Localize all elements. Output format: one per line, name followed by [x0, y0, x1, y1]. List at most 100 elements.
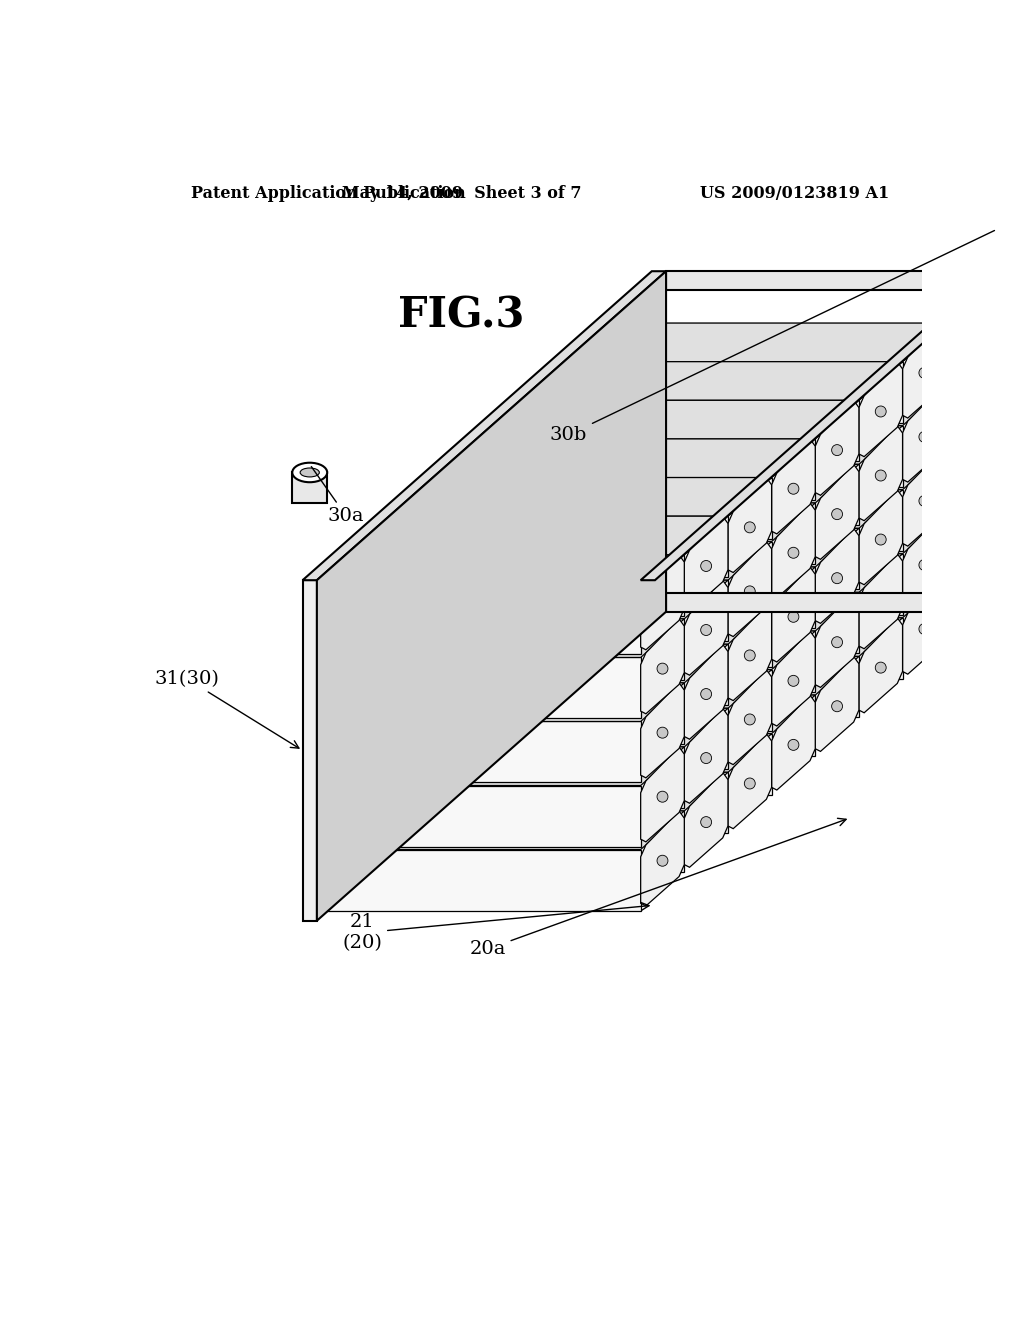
Polygon shape — [859, 618, 902, 713]
Polygon shape — [990, 271, 1005, 611]
Polygon shape — [536, 618, 902, 656]
Polygon shape — [360, 682, 684, 744]
Polygon shape — [303, 271, 666, 581]
Polygon shape — [360, 619, 684, 680]
Polygon shape — [404, 669, 772, 709]
Polygon shape — [579, 579, 946, 618]
Polygon shape — [684, 644, 728, 739]
Ellipse shape — [788, 548, 799, 558]
Polygon shape — [579, 323, 946, 362]
Polygon shape — [360, 810, 684, 873]
Polygon shape — [772, 696, 815, 791]
Polygon shape — [772, 503, 815, 598]
Ellipse shape — [657, 727, 668, 738]
Polygon shape — [579, 515, 946, 554]
Polygon shape — [404, 478, 772, 516]
Polygon shape — [404, 644, 728, 705]
Polygon shape — [492, 528, 859, 568]
Polygon shape — [447, 478, 772, 539]
Ellipse shape — [831, 636, 843, 648]
Ellipse shape — [876, 598, 886, 609]
Polygon shape — [360, 644, 728, 682]
Polygon shape — [492, 465, 859, 503]
Polygon shape — [404, 606, 772, 644]
Polygon shape — [641, 619, 684, 714]
Polygon shape — [536, 426, 902, 465]
Polygon shape — [641, 810, 684, 906]
Polygon shape — [360, 772, 728, 810]
Ellipse shape — [963, 521, 974, 532]
Polygon shape — [316, 722, 641, 783]
Polygon shape — [492, 440, 815, 500]
Polygon shape — [902, 579, 946, 675]
Polygon shape — [360, 554, 684, 615]
Text: US 2009/0123819 A1: US 2009/0123819 A1 — [700, 185, 889, 202]
Polygon shape — [815, 593, 859, 688]
Ellipse shape — [744, 586, 756, 597]
Polygon shape — [316, 657, 641, 718]
Ellipse shape — [963, 329, 974, 339]
Polygon shape — [990, 260, 1019, 271]
Polygon shape — [492, 400, 859, 440]
Ellipse shape — [788, 483, 799, 494]
Ellipse shape — [657, 599, 668, 610]
Text: 30a: 30a — [311, 466, 365, 525]
Polygon shape — [946, 477, 990, 572]
Text: 30b: 30b — [550, 231, 994, 444]
Ellipse shape — [788, 676, 799, 686]
Polygon shape — [404, 709, 728, 770]
Polygon shape — [360, 747, 684, 808]
Polygon shape — [447, 696, 815, 734]
Ellipse shape — [700, 817, 712, 828]
Polygon shape — [316, 810, 684, 850]
Ellipse shape — [963, 393, 974, 404]
Polygon shape — [316, 271, 666, 921]
Text: FIG.3: FIG.3 — [398, 294, 524, 337]
Ellipse shape — [292, 463, 328, 482]
Polygon shape — [447, 734, 772, 795]
Polygon shape — [772, 568, 815, 661]
Polygon shape — [404, 772, 728, 833]
Polygon shape — [536, 593, 859, 653]
Polygon shape — [579, 490, 902, 550]
Polygon shape — [360, 516, 728, 554]
Text: Patent Application Publication: Patent Application Publication — [191, 185, 466, 202]
Polygon shape — [579, 362, 902, 422]
Ellipse shape — [919, 367, 930, 379]
Polygon shape — [447, 568, 815, 606]
Polygon shape — [536, 528, 859, 589]
Polygon shape — [728, 606, 772, 701]
Polygon shape — [492, 631, 815, 692]
Polygon shape — [316, 785, 641, 846]
Text: 31(30): 31(30) — [155, 669, 299, 748]
Polygon shape — [316, 682, 684, 722]
Polygon shape — [666, 271, 990, 289]
Ellipse shape — [876, 407, 886, 417]
Polygon shape — [404, 734, 772, 772]
Polygon shape — [815, 528, 859, 623]
Polygon shape — [815, 400, 859, 495]
Ellipse shape — [963, 585, 974, 595]
Polygon shape — [447, 541, 772, 602]
Polygon shape — [902, 451, 946, 546]
Ellipse shape — [744, 714, 756, 725]
Ellipse shape — [987, 232, 1007, 242]
Polygon shape — [623, 387, 946, 447]
Polygon shape — [684, 581, 728, 675]
Polygon shape — [728, 734, 772, 829]
Polygon shape — [859, 362, 902, 457]
Polygon shape — [641, 271, 1005, 581]
Polygon shape — [492, 593, 859, 631]
Polygon shape — [946, 541, 990, 635]
Polygon shape — [316, 594, 641, 655]
Polygon shape — [447, 503, 815, 541]
Polygon shape — [623, 579, 946, 640]
Polygon shape — [902, 515, 946, 610]
Ellipse shape — [831, 445, 843, 455]
Polygon shape — [404, 516, 728, 577]
Polygon shape — [447, 669, 772, 731]
Polygon shape — [447, 606, 772, 667]
Polygon shape — [772, 631, 815, 726]
Polygon shape — [684, 709, 728, 804]
Ellipse shape — [876, 470, 886, 480]
